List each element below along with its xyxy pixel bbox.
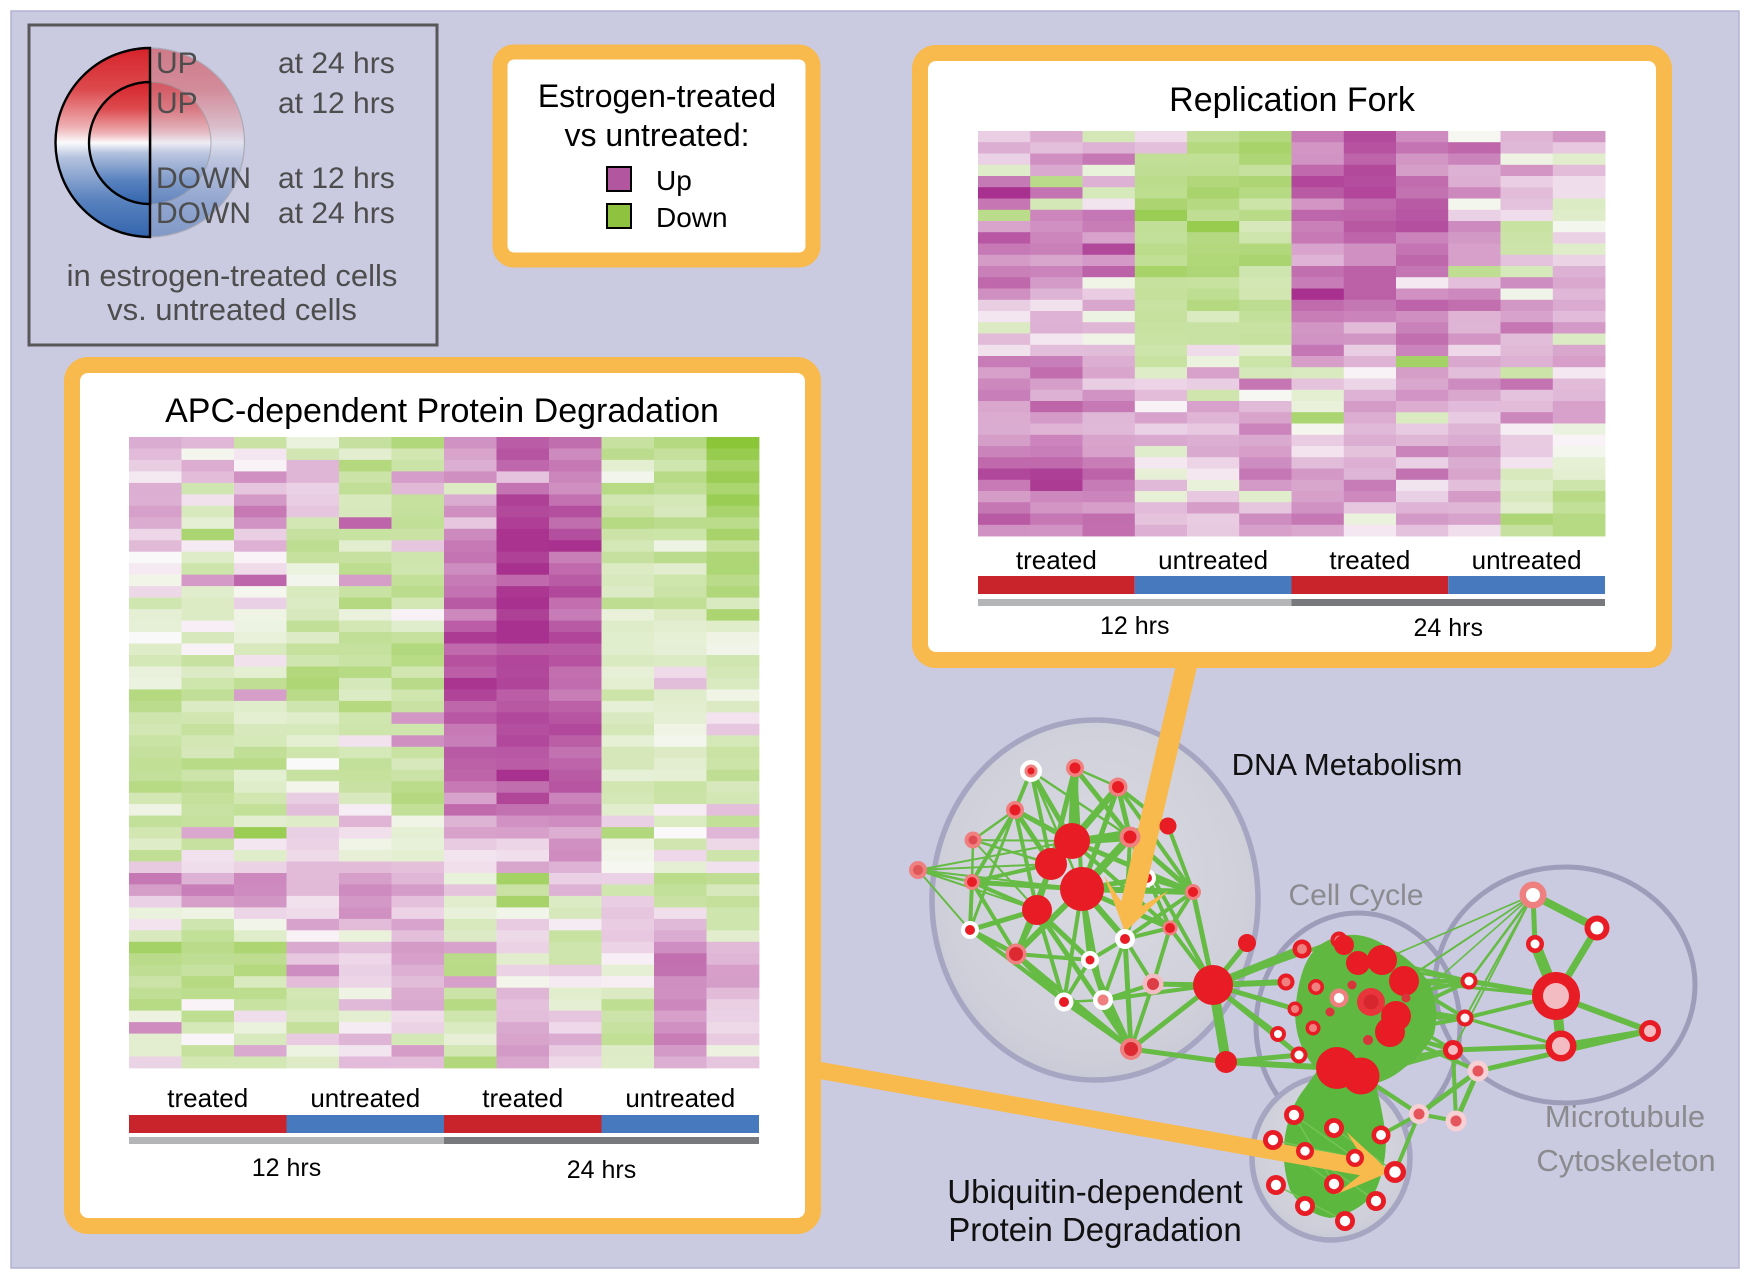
svg-text:untreated: untreated (1472, 545, 1582, 575)
svg-text:untreated: untreated (1158, 545, 1268, 575)
svg-text:at 12 hrs: at 12 hrs (278, 87, 395, 120)
svg-text:Cell Cycle: Cell Cycle (1288, 879, 1423, 912)
svg-text:Ubiquitin-dependent: Ubiquitin-dependent (947, 1173, 1242, 1210)
svg-text:in estrogen-treated cells: in estrogen-treated cells (67, 258, 398, 293)
svg-text:24 hrs: 24 hrs (1414, 614, 1483, 642)
svg-text:12 hrs: 12 hrs (252, 1154, 321, 1182)
svg-text:APC-dependent Protein Degradat: APC-dependent Protein Degradation (165, 392, 719, 430)
svg-text:Down: Down (656, 202, 728, 233)
svg-text:treated: treated (167, 1083, 248, 1113)
svg-text:UP: UP (156, 87, 198, 120)
svg-text:Microtubule: Microtubule (1545, 1099, 1705, 1134)
svg-text:untreated: untreated (310, 1083, 420, 1113)
svg-text:24 hrs: 24 hrs (567, 1156, 636, 1184)
svg-text:treated: treated (1016, 545, 1097, 575)
svg-text:treated: treated (482, 1083, 563, 1113)
svg-text:DNA Metabolism: DNA Metabolism (1232, 747, 1463, 782)
svg-text:treated: treated (1329, 545, 1410, 575)
svg-text:at 24 hrs: at 24 hrs (278, 47, 395, 80)
svg-text:Protein Degradation: Protein Degradation (948, 1211, 1242, 1248)
svg-text:Up: Up (656, 165, 692, 196)
svg-text:vs. untreated cells: vs. untreated cells (107, 292, 357, 327)
svg-text:Cytoskeleton: Cytoskeleton (1536, 1143, 1715, 1178)
svg-text:at 12 hrs: at 12 hrs (278, 162, 395, 195)
svg-text:12 hrs: 12 hrs (1100, 612, 1169, 640)
svg-text:vs untreated:: vs untreated: (565, 117, 750, 153)
svg-text:UP: UP (156, 47, 198, 80)
svg-text:at 24 hrs: at 24 hrs (278, 197, 395, 230)
svg-text:DOWN: DOWN (156, 162, 251, 195)
svg-text:Estrogen-treated: Estrogen-treated (538, 78, 776, 114)
svg-text:Replication Fork: Replication Fork (1169, 81, 1416, 119)
svg-text:DOWN: DOWN (156, 197, 251, 230)
svg-text:untreated: untreated (625, 1083, 735, 1113)
